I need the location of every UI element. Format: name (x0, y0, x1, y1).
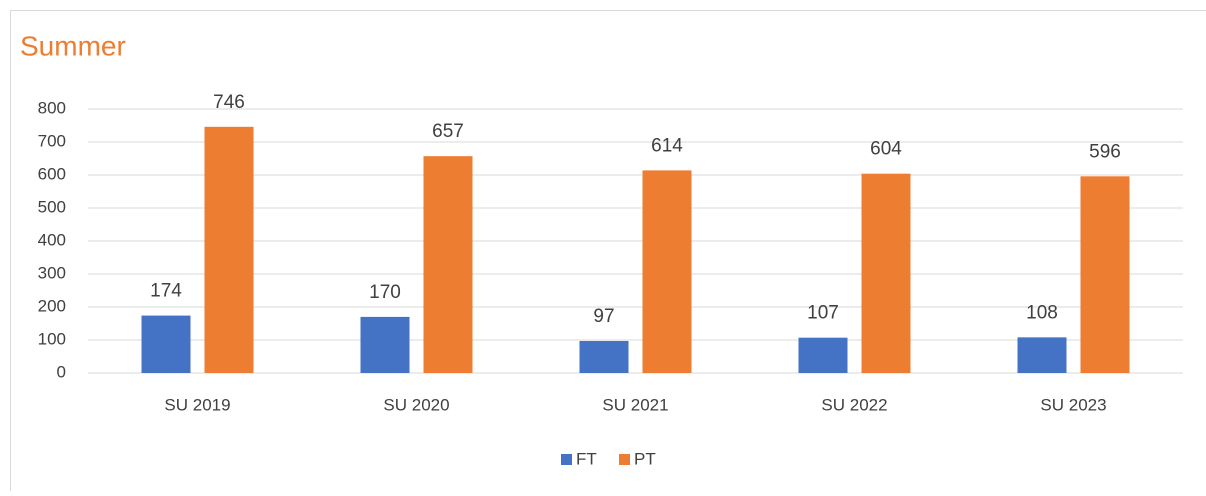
x-tick-label: SU 2021 (602, 395, 668, 414)
x-tick-label: SU 2020 (383, 395, 449, 414)
x-tick-label: SU 2019 (164, 395, 230, 414)
chart-title: Summer (20, 30, 126, 61)
y-tick-label: 500 (38, 197, 66, 216)
bar (1081, 176, 1130, 373)
bar (424, 156, 473, 373)
bar (205, 127, 254, 373)
bar (361, 317, 410, 373)
data-label: 107 (807, 303, 839, 324)
y-tick-label: 0 (57, 362, 66, 381)
y-tick-label: 400 (38, 230, 66, 249)
data-label: 604 (870, 139, 902, 160)
data-label: 614 (651, 135, 683, 156)
y-tick-label: 300 (38, 263, 66, 282)
legend-label: FT (576, 449, 597, 468)
bar (643, 170, 692, 373)
x-tick-label: SU 2022 (821, 395, 887, 414)
legend-swatch (619, 454, 630, 465)
y-tick-label: 100 (38, 329, 66, 348)
data-label: 108 (1026, 302, 1058, 323)
chart-border (11, 11, 1206, 492)
y-tick-label: 800 (38, 98, 66, 117)
bar (142, 316, 191, 373)
y-tick-label: 700 (38, 131, 66, 150)
y-tick-label: 200 (38, 296, 66, 315)
data-label: 657 (432, 121, 464, 142)
data-label: 97 (593, 306, 614, 327)
x-tick-label: SU 2023 (1040, 395, 1106, 414)
legend-swatch (561, 454, 572, 465)
legend-label: PT (634, 449, 656, 468)
bar (1018, 337, 1067, 373)
data-label: 170 (369, 282, 401, 303)
data-label: 174 (150, 281, 182, 302)
bar (580, 341, 629, 373)
data-label: 746 (213, 92, 245, 113)
data-label: 596 (1089, 141, 1121, 162)
bar (799, 338, 848, 373)
bar (862, 174, 911, 373)
y-tick-label: 600 (38, 164, 66, 183)
